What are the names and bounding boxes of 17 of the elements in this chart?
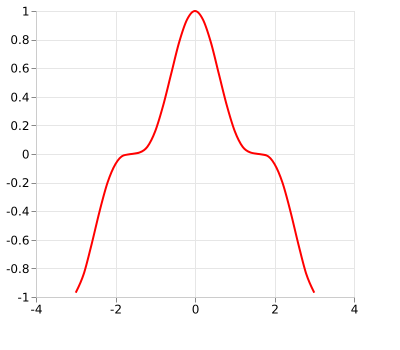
x-tick-label: 4 — [350, 302, 358, 316]
y-tick-label: -1 — [18, 290, 30, 304]
y-tick-label: -0.4 — [6, 204, 30, 219]
y-tick-label: 0 — [22, 148, 30, 162]
y-tick-label: 0.6 — [10, 62, 30, 76]
y-tick-label: 0.4 — [10, 90, 30, 104]
x-tick-label: 2 — [271, 302, 279, 316]
y-tick-label: 0.8 — [10, 33, 30, 48]
x-tick-label: -4 — [30, 302, 42, 316]
y-tick-label: 0.2 — [10, 118, 30, 133]
x-tick-label: -2 — [110, 302, 122, 316]
y-tick-label: 1 — [22, 4, 30, 18]
y-tick-label: -0.6 — [6, 233, 30, 248]
y-tick-label: -0.8 — [6, 262, 30, 276]
x-tick-label: 0 — [192, 302, 200, 316]
line-series — [74, 10, 316, 294]
y-tick-label: -0.2 — [6, 176, 30, 190]
